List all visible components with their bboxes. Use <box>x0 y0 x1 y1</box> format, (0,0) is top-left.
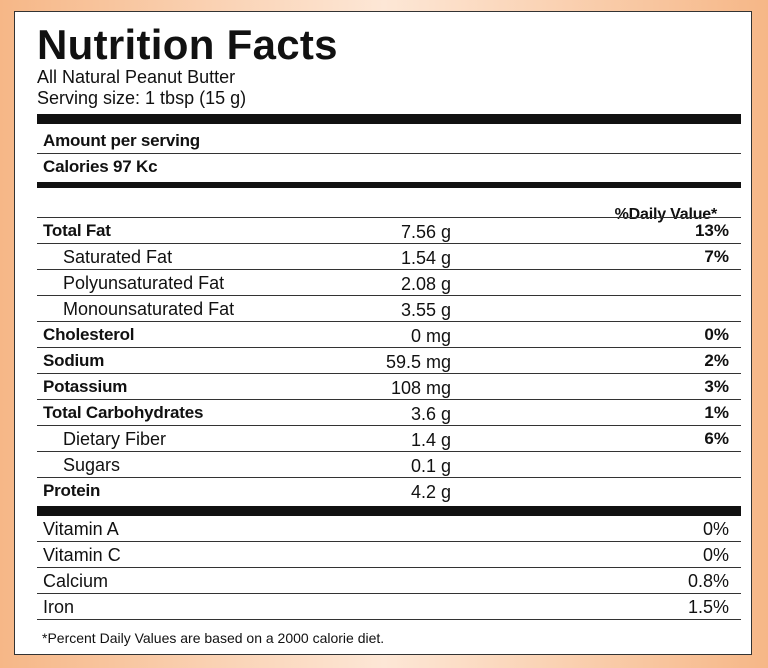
nutrient-amount: 0.1 g <box>410 456 451 476</box>
vitamin-row-iron: Iron 1.5% <box>37 594 741 620</box>
vitamin-name: Iron <box>43 597 75 617</box>
nutrient-amount: 59.5 mg <box>385 352 451 372</box>
nutrient-row-protein: Protein 4.2 g <box>37 478 741 504</box>
vitamin-row-vitamin-c: Vitamin C 0% <box>37 542 741 568</box>
nutrient-name: Polyunsaturated Fat <box>63 273 225 293</box>
row-divider <box>37 477 741 478</box>
vitamin-name: Vitamin C <box>43 545 121 565</box>
vitamin-row-vitamin-a: Vitamin A 0% <box>37 516 741 542</box>
row-divider <box>37 373 741 374</box>
nutrient-daily-value: 7% <box>704 247 729 266</box>
nutrient-amount: 2.08 g <box>400 274 451 294</box>
vitamin-name: Calcium <box>43 571 109 591</box>
nutrient-row-cholesterol: Cholesterol 0 mg 0% <box>37 322 741 348</box>
vitamin-daily-value: 1.5% <box>687 597 729 617</box>
vitamin-daily-value: 0% <box>702 545 729 565</box>
nutrient-row-total-fat: Total Fat 7.56 g 13% <box>37 218 741 244</box>
nutrient-row-polyunsaturated-fat: Polyunsaturated Fat 2.08 g <box>37 270 741 296</box>
amount-per-serving: Amount per serving <box>43 131 200 150</box>
nutrient-amount: 7.56 g <box>400 222 451 242</box>
nutrient-row-sodium: Sodium 59.5 mg 2% <box>37 348 741 374</box>
nutrient-daily-value: 6% <box>704 429 729 448</box>
nutrient-daily-value: 3% <box>704 377 729 396</box>
row-divider <box>37 295 741 296</box>
row-divider <box>37 399 741 400</box>
calories: Calories 97 Kc <box>43 157 158 176</box>
nutrient-daily-value: 1% <box>704 403 729 422</box>
vitamin-row-calcium: Calcium 0.8% <box>37 568 741 594</box>
row-divider <box>37 593 741 594</box>
divider <box>37 217 741 218</box>
vitamin-daily-value: 0.8% <box>687 571 729 591</box>
nutrient-amount: 1.54 g <box>400 248 451 268</box>
nutrient-name: Dietary Fiber <box>63 429 167 449</box>
nutrient-daily-value: 0% <box>704 325 729 344</box>
thick-divider <box>37 114 741 124</box>
nutrient-name: Saturated Fat <box>63 247 173 267</box>
row-divider <box>37 321 741 322</box>
nutrient-name: Cholesterol <box>43 325 135 344</box>
daily-value-header: %Daily Value* <box>614 206 718 223</box>
serving-size: Serving size: 1 tbsp (15 g) <box>37 88 247 108</box>
row-divider <box>37 619 741 620</box>
row-divider <box>37 269 741 270</box>
nutrition-label: Nutrition Facts All Natural Peanut Butte… <box>14 11 752 655</box>
vitamin-daily-value: 0% <box>702 519 729 539</box>
row-divider <box>37 567 741 568</box>
product-name: All Natural Peanut Butter <box>37 67 236 87</box>
divider <box>37 153 741 154</box>
nutrient-row-monounsaturated-fat: Monounsaturated Fat 3.55 g <box>37 296 741 322</box>
thick-divider <box>37 182 741 188</box>
footnote: *Percent Daily Values are based on a 200… <box>42 630 385 646</box>
nutrient-name: Total Fat <box>43 221 111 240</box>
nutrient-amount: 3.6 g <box>410 404 451 424</box>
nutrient-amount: 4.2 g <box>410 482 451 502</box>
nutrient-name: Potassium <box>43 377 128 396</box>
nutrient-row-saturated-fat: Saturated Fat 1.54 g 7% <box>37 244 741 270</box>
row-divider <box>37 451 741 452</box>
nutrient-amount: 3.55 g <box>400 300 451 320</box>
nutrient-name: Sodium <box>43 351 105 370</box>
row-divider <box>37 347 741 348</box>
nutrient-amount: 108 mg <box>390 378 451 398</box>
nutrient-daily-value: 13% <box>694 221 729 240</box>
nutrient-daily-value: 2% <box>704 351 729 370</box>
nutrient-row-dietary-fiber: Dietary Fiber 1.4 g 6% <box>37 426 741 452</box>
nutrient-amount: 0 mg <box>410 326 451 346</box>
nutrient-amount: 1.4 g <box>410 430 451 450</box>
nutrient-row-sugars: Sugars 0.1 g <box>37 452 741 478</box>
nutrient-row-potassium: Potassium 108 mg 3% <box>37 374 741 400</box>
vitamin-name: Vitamin A <box>43 519 119 539</box>
nutrient-name: Total Carbohydrates <box>43 403 204 422</box>
row-divider <box>37 541 741 542</box>
thick-divider <box>37 506 741 516</box>
nutrient-name: Protein <box>43 481 101 500</box>
nutrient-row-total-carbohydrates: Total Carbohydrates 3.6 g 1% <box>37 400 741 426</box>
label-title: Nutrition Facts <box>37 21 338 68</box>
row-divider <box>37 425 741 426</box>
nutrient-name: Monounsaturated Fat <box>63 299 235 319</box>
nutrient-name: Sugars <box>63 455 121 475</box>
row-divider <box>37 243 741 244</box>
